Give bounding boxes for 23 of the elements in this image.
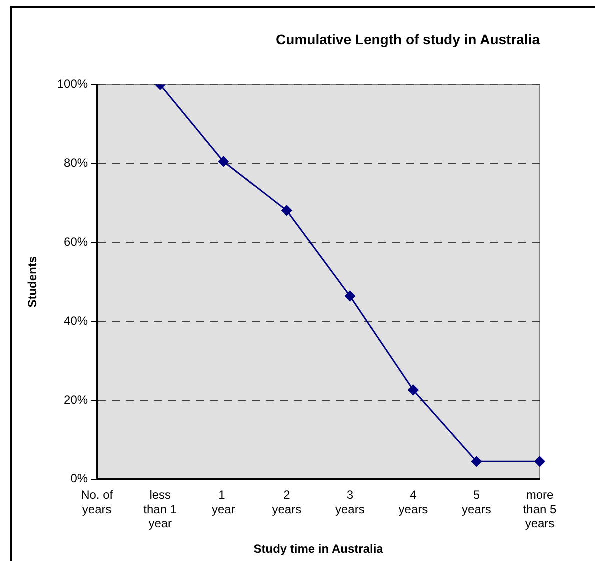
x-tick-label: 1 year: [212, 488, 236, 516]
x-tick-label: more than 5 years: [523, 488, 557, 531]
y-tick-label: 20%: [64, 392, 88, 407]
x-tick-label: 4 years: [398, 488, 428, 516]
point: [218, 156, 229, 167]
point: [471, 456, 482, 467]
point: [282, 205, 292, 216]
y-tick-label: 80%: [64, 156, 88, 170]
point: [344, 291, 356, 302]
x-tick-label: 3 years: [336, 488, 365, 516]
x-tick-label: 5 years: [462, 488, 492, 516]
y-tick-label: 40%: [64, 314, 88, 328]
y-axis-title: Students: [26, 256, 40, 308]
x-axis-title: Study time in Australia: [254, 542, 384, 556]
y-tick-label: 100%: [57, 77, 88, 92]
x-tick-label: 2 years: [272, 488, 302, 516]
x-tick-label: No. of years: [81, 488, 114, 516]
point: [534, 456, 546, 467]
chart-title: Cumulative Length of study in Australia: [276, 31, 540, 48]
x-tick-label: less than 1 year: [144, 488, 178, 531]
point: [408, 384, 419, 396]
y-tick-label: 0%: [70, 472, 88, 486]
y-tick-label: 60%: [64, 234, 88, 249]
